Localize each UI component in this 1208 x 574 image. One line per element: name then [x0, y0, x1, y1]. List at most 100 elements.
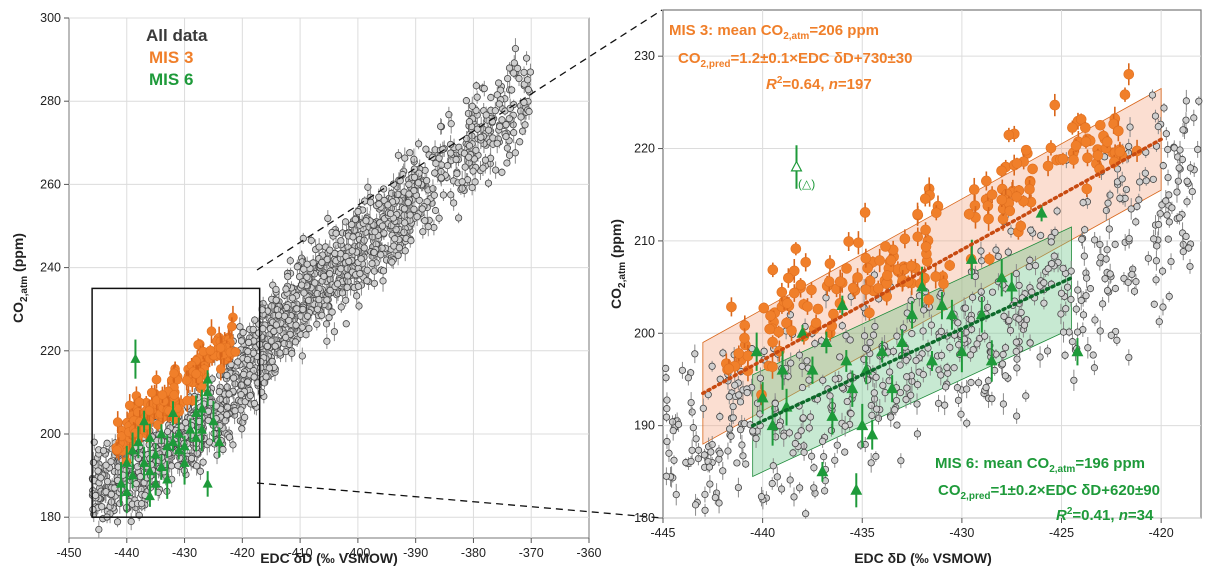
right-gray-point — [1111, 284, 1120, 293]
left-gray-point — [167, 462, 176, 470]
right-gray-point — [942, 383, 950, 391]
right-gray-point — [819, 376, 827, 384]
right-gray-point — [1070, 376, 1078, 384]
right-gray-point — [999, 350, 1007, 359]
right-gray-point — [785, 429, 793, 437]
right-gray-point — [1132, 218, 1140, 226]
left-mis6-point — [156, 461, 167, 472]
right-mis3-point — [944, 260, 956, 271]
right-gray-point — [869, 331, 878, 339]
right-gray-point — [771, 399, 779, 408]
left-gray-point — [303, 273, 311, 281]
right-gray-point — [734, 483, 743, 492]
left-gray-point — [415, 140, 423, 148]
left-gray-point — [284, 272, 292, 281]
left-mis3-point — [169, 368, 179, 379]
right-gray-point — [1116, 194, 1124, 202]
right-gray-point — [1047, 238, 1055, 246]
left-gray-point — [265, 364, 274, 372]
right-gray-point — [808, 452, 816, 460]
right-gray-point — [1111, 240, 1119, 248]
left-gray-point — [323, 296, 331, 304]
right-gray-point — [689, 424, 697, 432]
left-gray-point — [379, 277, 387, 285]
left-gray-point — [215, 388, 223, 396]
right-gray-point — [818, 437, 827, 445]
right-mis3-point — [767, 336, 778, 348]
left-mis3-point — [133, 407, 143, 418]
left-mis3-point — [157, 390, 168, 400]
left-gray-point — [445, 111, 453, 119]
right-mis3-point — [1011, 191, 1022, 202]
right-mis3-point — [767, 264, 779, 276]
left-panel: -450 -440 -430 -420 -410 -400 -390 -380 -370 -360… — [10, 11, 602, 566]
right-gray-point — [934, 399, 943, 407]
right-gray-point — [893, 332, 901, 340]
right-gray-point — [1036, 353, 1044, 361]
right-gray-point — [1179, 248, 1187, 256]
right-gray-point — [1096, 259, 1104, 267]
left-gray-point — [299, 305, 307, 314]
right-gray-point — [831, 456, 839, 464]
right-gray-point — [736, 426, 745, 434]
left-gray-point — [415, 169, 423, 177]
right-gray-point — [662, 374, 670, 382]
right-gray-point — [984, 377, 993, 385]
left-gray-point — [511, 45, 520, 53]
right-mis3-point — [1070, 140, 1082, 151]
right-gray-point — [1186, 164, 1195, 172]
left-gray-point — [450, 199, 458, 207]
right-gray-point — [700, 451, 709, 459]
right-gray-point — [796, 484, 804, 492]
left-mis3-point — [169, 390, 179, 400]
right-gray-point — [966, 351, 975, 359]
left-mis6-point — [144, 432, 155, 442]
right-gray-point — [897, 457, 905, 465]
left-gray-point — [303, 260, 311, 268]
right-gray-point — [999, 400, 1008, 408]
right-gray-point — [805, 424, 813, 432]
left-mis3-point — [134, 397, 145, 407]
left-gray-point — [302, 331, 310, 339]
left-gray-point — [496, 122, 504, 131]
left-gray-point — [437, 122, 445, 131]
left-mis6-point — [127, 469, 138, 480]
left-mis3-point — [144, 405, 155, 416]
right-gray-point — [668, 418, 677, 426]
right-gray-point — [1167, 257, 1175, 266]
left-gray-point — [322, 320, 331, 328]
left-mis6-point — [202, 386, 213, 397]
right-gray-point — [953, 384, 962, 392]
right-gray-point — [941, 401, 949, 409]
right-gray-point — [820, 452, 828, 461]
right-gray-point — [1106, 270, 1114, 278]
right-mis3-point — [859, 207, 871, 218]
left-gray-point — [477, 133, 485, 141]
left-gray-point — [216, 395, 224, 403]
left-gray-point — [285, 316, 293, 324]
right-gray-point — [1105, 225, 1113, 233]
left-gray-point — [479, 164, 487, 172]
right-gray-point — [826, 392, 834, 400]
right-gray-point — [1127, 205, 1135, 213]
right-gray-point — [1178, 155, 1186, 164]
right-gray-point — [706, 480, 714, 488]
legend-all-data: All data — [146, 26, 208, 45]
right-gray-point — [1013, 364, 1021, 372]
right-gray-point — [821, 487, 829, 495]
left-gray-point — [348, 247, 356, 255]
right-gray-point — [1025, 263, 1033, 271]
left-mis3-point — [182, 395, 193, 406]
right-gray-point — [1185, 244, 1193, 252]
left-gray-point — [447, 120, 455, 128]
left-gray-point — [520, 68, 528, 77]
left-gray-point — [219, 445, 227, 454]
right-gray-point — [768, 479, 776, 488]
left-gray-point — [443, 162, 452, 170]
left-gray-point — [361, 197, 369, 205]
left-gray-point — [473, 93, 481, 101]
left-gray-point — [282, 303, 291, 312]
right-gray-point — [663, 396, 671, 404]
right-gray-point — [1159, 162, 1167, 170]
left-gray-point — [113, 518, 122, 526]
